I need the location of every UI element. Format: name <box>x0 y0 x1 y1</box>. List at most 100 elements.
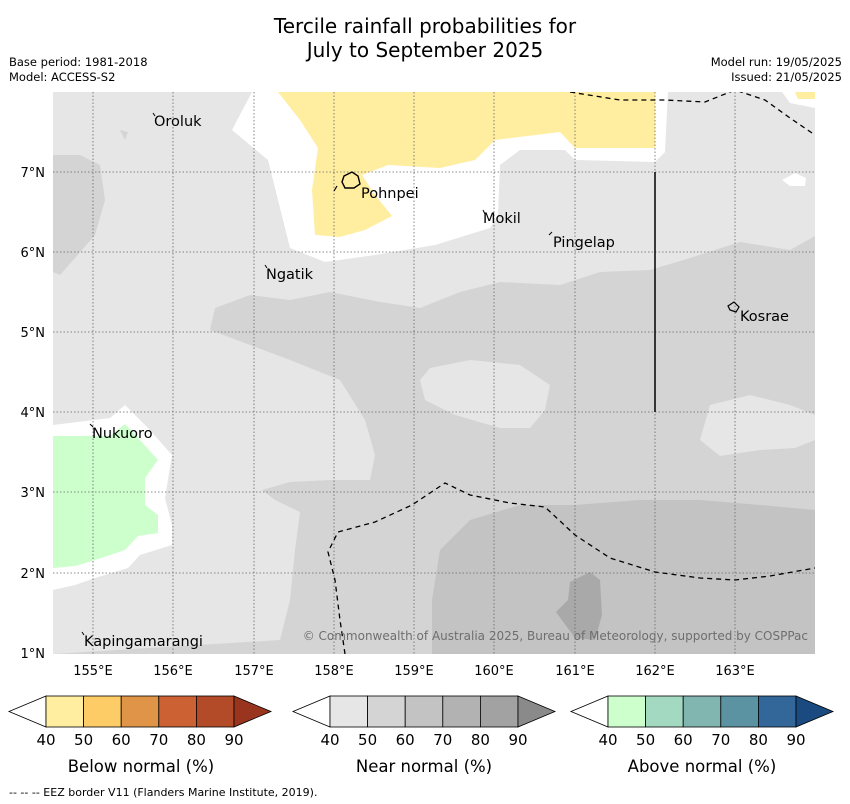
map-title: Tercile rainfall probabilities for July … <box>0 14 850 62</box>
lat-label-5: 5°N <box>21 326 46 341</box>
above-legend-tick-80: 80 <box>749 731 768 749</box>
below-legend-swatch-2 <box>83 695 122 728</box>
above-legend-tick-90: 90 <box>786 731 805 749</box>
lon-label-158: 158°E <box>314 664 354 679</box>
lon-label-157: 157°E <box>234 664 274 679</box>
near-legend-tick-70: 70 <box>433 731 452 749</box>
below-legend-swatch-3 <box>120 695 160 728</box>
near-legend-swatch-4 <box>442 695 481 728</box>
base-period-text: Base period: 1981-2018 <box>9 55 148 69</box>
near-legend-swatch-5 <box>479 695 519 728</box>
below-legend-tick-70: 70 <box>149 731 168 749</box>
pohnpei-atoll-mark <box>333 185 338 192</box>
kosrae-island-outline <box>727 301 740 313</box>
below-legend-tick-50: 50 <box>74 731 93 749</box>
near-legend-tick-80: 80 <box>471 731 490 749</box>
below-legend-swatch-5 <box>195 695 235 728</box>
lon-label-159: 159°E <box>394 664 434 679</box>
near-normal-40-inner-patch <box>420 360 550 428</box>
above-legend-left-arrow <box>569 695 609 728</box>
above-legend-swatch-1 <box>607 695 646 728</box>
place-label-pingelap: Pingelap <box>553 235 615 251</box>
near-normal-40-east-patch <box>700 395 815 456</box>
above-legend-swatch-5 <box>758 695 797 728</box>
eez-border-south <box>327 482 815 654</box>
probability-field <box>53 92 815 654</box>
title-line-1: Tercile rainfall probabilities for <box>273 14 577 38</box>
above-legend-swatch-3 <box>682 695 722 728</box>
nukuoro-atoll-mark <box>89 423 94 428</box>
oroluk-atoll-mark <box>152 112 156 117</box>
below-normal-northeast-patch <box>795 92 815 99</box>
place-label-mokil: Mokil <box>483 211 521 227</box>
lat-label-4: 4°N <box>21 406 46 421</box>
model-info: Base period: 1981-2018 Model: ACCESS-S2 <box>9 55 148 85</box>
place-labels: Oroluk Pohnpei Mokil Pingelap Ngatik Kos… <box>84 114 789 650</box>
lat-label-1: 1°N <box>21 647 46 662</box>
lon-label-161: 161°E <box>555 664 595 679</box>
near-legend-tick-50: 50 <box>358 731 377 749</box>
below-legend-label: Below normal (%) <box>68 757 215 776</box>
above-legend-swatch-2 <box>645 695 684 728</box>
model-run-text: Model run: 19/05/2025 <box>710 55 842 69</box>
eez-border-note: -- -- -- EEZ border V11 (Flanders Marine… <box>9 786 318 799</box>
ngatik-atoll-mark <box>264 264 268 269</box>
tiny-grey-mark <box>120 130 128 140</box>
above-legend-tick-60: 60 <box>674 731 693 749</box>
model-text: Model: ACCESS-S2 <box>9 70 116 84</box>
eez-border-north <box>569 92 815 136</box>
below-legend-swatch-1 <box>45 695 84 728</box>
below-legend-tick-90: 90 <box>224 731 243 749</box>
issued-text: Issued: 21/05/2025 <box>731 70 842 84</box>
place-label-oroluk: Oroluk <box>154 114 202 130</box>
white-buffer-pohnpei <box>370 170 495 215</box>
pingelap-atoll-mark <box>548 231 553 236</box>
white-buffer-east-islet <box>782 173 806 186</box>
latitude-labels: 7°N 6°N 5°N 4°N 3°N 2°N 1°N <box>21 166 46 662</box>
near-normal-50-west-patch <box>53 155 105 275</box>
near-legend-swatch-2 <box>367 695 406 728</box>
lat-label-2: 2°N <box>21 567 46 582</box>
place-label-kosrae: Kosrae <box>740 309 789 325</box>
lat-label-7: 7°N <box>21 166 46 181</box>
title-line-2: July to September 2025 <box>306 38 544 62</box>
above-legend-right-arrow <box>795 695 835 728</box>
pohnpei-island-outline <box>341 171 361 189</box>
near-legend-right-arrow <box>517 695 557 728</box>
above-legend-tick-50: 50 <box>636 731 655 749</box>
near-legend-label: Near normal (%) <box>356 757 492 776</box>
near-legend-swatch-1 <box>329 695 368 728</box>
near-legend-tick-40: 40 <box>320 731 339 749</box>
near-normal-70-patch <box>556 572 602 640</box>
longitude-labels: 155°E 156°E 157°E 158°E 159°E 160°E 161°… <box>73 664 755 679</box>
eez-borders <box>327 92 815 654</box>
lon-label-155: 155°E <box>73 664 113 679</box>
above-legend-tick-70: 70 <box>711 731 730 749</box>
below-normal-40-area <box>278 92 655 237</box>
below-legend-tick-80: 80 <box>187 731 206 749</box>
place-label-kapingamarangi: Kapingamarangi <box>84 634 203 650</box>
lon-label-163: 163°E <box>715 664 755 679</box>
below-legend-tick-60: 60 <box>112 731 131 749</box>
lon-label-162: 162°E <box>635 664 675 679</box>
above-normal-40-area <box>53 424 158 568</box>
lat-label-6: 6°N <box>21 246 46 261</box>
place-label-ngatik: Ngatik <box>266 267 314 283</box>
lon-label-160: 160°E <box>474 664 514 679</box>
islands <box>81 112 740 636</box>
near-legend-tick-90: 90 <box>508 731 527 749</box>
below-legend-tick-40: 40 <box>36 731 55 749</box>
run-info: Model run: 19/05/2025 Issued: 21/05/2025 <box>711 55 842 85</box>
below-legend-left-arrow <box>7 695 47 728</box>
near-legend-tick-60: 60 <box>396 731 415 749</box>
near-legend-swatch-3 <box>404 695 444 728</box>
colorbar-legends: 40 50 60 70 80 90 Below normal (%) 40 50 60 70 80 90… <box>7 695 835 776</box>
below-legend-swatch-4 <box>158 695 197 728</box>
mokil-atoll-mark <box>482 209 486 215</box>
place-label-nukuoro: Nukuoro <box>92 426 153 442</box>
place-label-pohnpei: Pohnpei <box>361 186 419 202</box>
below-legend-right-arrow <box>233 695 273 728</box>
lat-label-3: 3°N <box>21 486 46 501</box>
above-legend-swatch-4 <box>720 695 759 728</box>
